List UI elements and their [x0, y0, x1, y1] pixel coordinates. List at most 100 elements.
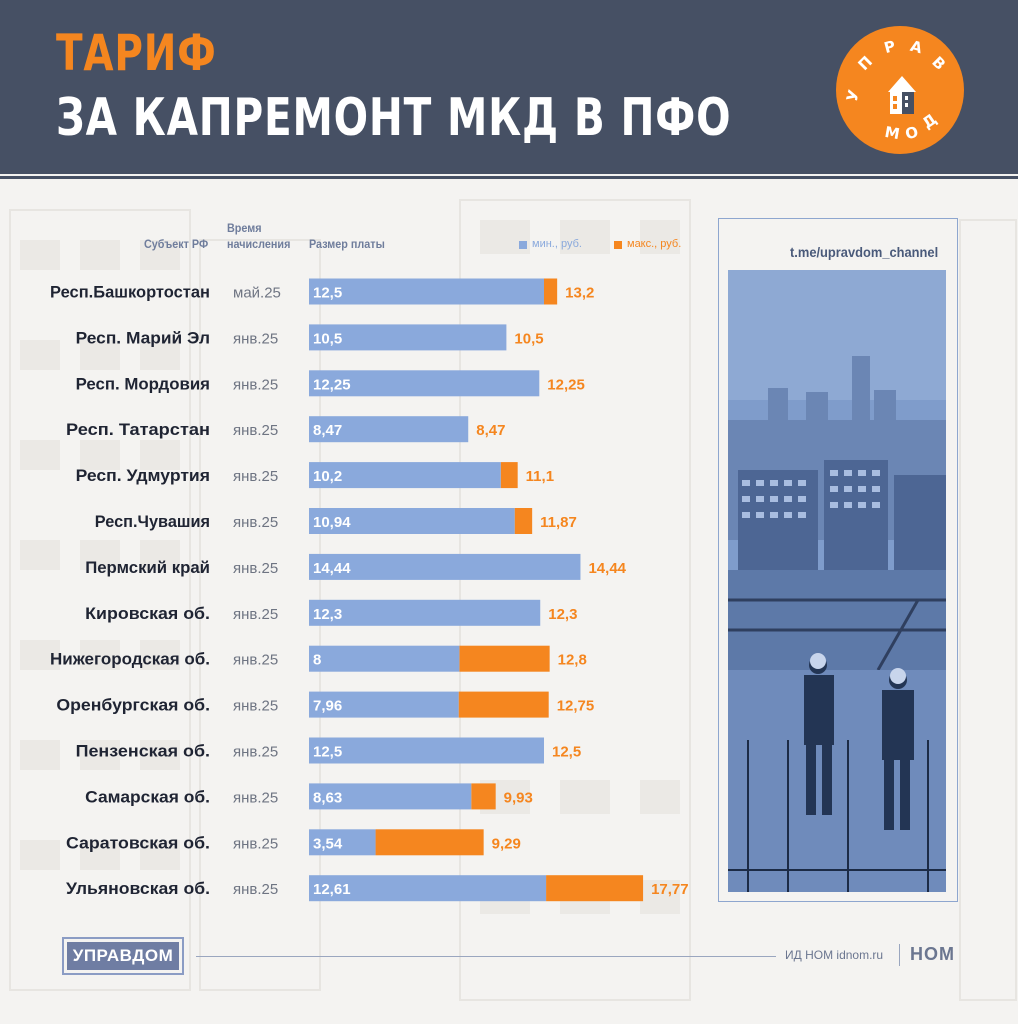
region-label: Кировская об.	[85, 604, 210, 623]
min-value-label: 10,2	[313, 468, 342, 485]
upravdom-logo: У П Р А В Д О М	[836, 26, 964, 154]
min-value-label: 10,5	[313, 330, 342, 347]
max-value-label: 10,5	[514, 330, 543, 347]
max-value-label: 13,2	[565, 285, 594, 302]
title-line-2: ЗА КАПРЕМОНТ МКД В ПФО	[56, 88, 732, 148]
max-value-label: 9,93	[504, 789, 533, 806]
photo-frame	[718, 218, 958, 902]
svg-text:У: У	[843, 87, 863, 103]
min-value-label: 8,63	[313, 789, 342, 806]
region-label: Респ. Мордовия	[76, 374, 210, 393]
date-label: янв.25	[233, 835, 278, 852]
min-value-label: 7,96	[313, 698, 342, 715]
bar-min	[309, 783, 472, 810]
legend-min-swatch	[519, 241, 527, 249]
column-header-subject: Субъект РФ	[144, 237, 209, 251]
brand-label: УПРАВДОМ	[67, 942, 179, 970]
date-label: янв.25	[233, 468, 278, 485]
min-value-label: 10,94	[313, 514, 351, 531]
date-label: янв.25	[233, 606, 278, 623]
bar-min	[309, 278, 544, 305]
min-value-label: 12,5	[313, 285, 342, 302]
bar-min	[309, 691, 459, 718]
header-divider	[0, 176, 1018, 179]
region-label: Респ.Башкортостан	[50, 283, 210, 302]
bar-min	[309, 462, 501, 489]
bar-max	[458, 691, 549, 718]
legend-max-swatch	[614, 241, 622, 249]
max-value-label: 12,8	[558, 652, 587, 669]
bar-max	[514, 508, 533, 534]
bar-max	[459, 645, 550, 672]
region-label: Нижегородская об.	[50, 650, 210, 669]
date-label: янв.25	[233, 698, 278, 715]
date-label: янв.25	[233, 744, 278, 761]
bar-max	[500, 462, 518, 489]
date-label: янв.25	[233, 330, 278, 347]
region-label: Респ. Удмуртия	[76, 466, 210, 485]
column-header-time-2: начисления	[227, 237, 291, 251]
bar-min	[309, 737, 544, 764]
date-label: янв.25	[233, 652, 278, 669]
min-value-label: 12,3	[313, 606, 342, 623]
bar-max	[544, 278, 558, 305]
date-label: янв.25	[233, 881, 278, 898]
svg-text:Р: Р	[882, 37, 897, 57]
svg-text:О: О	[903, 123, 920, 144]
bar-min	[309, 416, 469, 443]
svg-text:А: А	[908, 37, 924, 57]
max-value-label: 9,29	[492, 835, 521, 852]
min-value-label: 14,44	[313, 560, 351, 577]
date-label: янв.25	[233, 560, 278, 577]
channel-link[interactable]: t.me/upravdom_channel	[790, 244, 939, 260]
max-value-label: 8,47	[476, 422, 505, 439]
bar-min	[309, 875, 547, 902]
min-value-label: 8	[313, 652, 321, 669]
max-value-label: 11,1	[526, 468, 554, 485]
legend-max-label: макс., руб.	[627, 238, 682, 250]
construction-workers-photo	[728, 270, 946, 892]
region-label: Респ. Татарстан	[66, 420, 210, 439]
nom-logo: НОМ	[910, 944, 955, 964]
date-label: янв.25	[233, 376, 278, 393]
region-label: Оренбургская об.	[56, 696, 210, 715]
bar-max	[375, 829, 484, 856]
bar-min	[309, 599, 541, 626]
column-header-size: Размер платы	[309, 237, 385, 251]
min-value-label: 12,5	[313, 744, 342, 761]
region-label: Пермский край	[85, 558, 210, 577]
footer-credit[interactable]: ИД НОМ idnom.ru	[785, 948, 884, 962]
min-value-label: 3,54	[313, 835, 343, 852]
column-header-time-1: Время	[227, 221, 262, 235]
region-label: Ульяновская об.	[66, 879, 210, 898]
max-value-label: 12,5	[552, 744, 581, 761]
min-value-label: 8,47	[313, 422, 342, 439]
bar-max	[546, 875, 644, 902]
footer-separator	[899, 944, 900, 966]
bar-min	[309, 324, 507, 351]
max-value-label: 12,75	[557, 698, 595, 715]
bar-min	[309, 508, 515, 534]
region-label: Респ.Чувашия	[95, 512, 210, 531]
svg-text:М: М	[883, 123, 901, 143]
max-value-label: 12,25	[547, 376, 585, 393]
legend-min-label: мин., руб.	[532, 238, 582, 250]
date-label: янв.25	[233, 514, 278, 531]
max-value-label: 11,87	[540, 514, 577, 531]
min-value-label: 12,61	[313, 881, 351, 898]
region-label: Самарская об.	[85, 787, 210, 806]
bar-min	[309, 370, 540, 397]
title-line-1: ТАРИФ	[56, 24, 217, 82]
bar-max	[471, 783, 496, 810]
region-label: Саратовская об.	[66, 833, 210, 852]
bar-min	[309, 645, 460, 672]
footer-divider	[196, 956, 776, 957]
brand-badge: УПРАВДОМ	[62, 937, 184, 975]
region-label: Пензенская об.	[76, 742, 210, 761]
date-label: янв.25	[233, 789, 278, 806]
bar-min	[309, 829, 376, 856]
bar-min	[309, 553, 581, 580]
max-value-label: 12,3	[548, 606, 577, 623]
region-label: Респ. Марий Эл	[76, 328, 210, 347]
